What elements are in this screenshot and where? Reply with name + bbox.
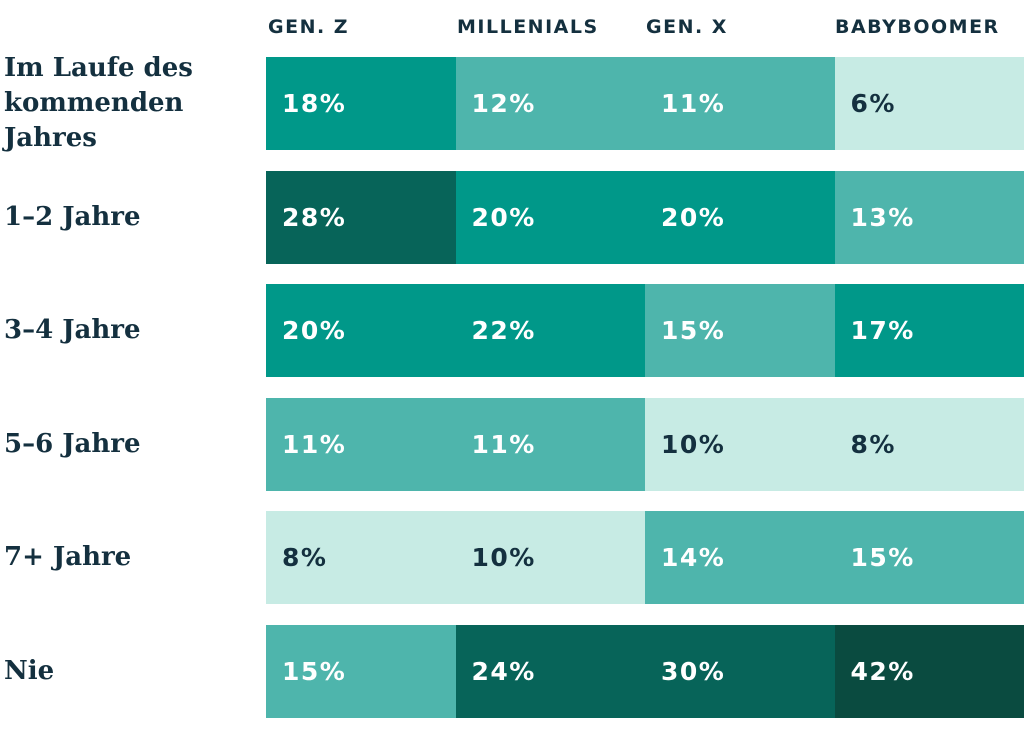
cell-value: 8% xyxy=(851,430,896,459)
heatmap-cell: 11% xyxy=(456,398,646,491)
heatmap-cell: 15% xyxy=(835,511,1024,604)
heatmap-cell: 20% xyxy=(645,171,835,264)
heatmap-cell: 12% xyxy=(456,57,646,150)
column-header-babyboomer: BABYBOOMER xyxy=(833,16,1022,40)
cell-value: 6% xyxy=(851,89,896,118)
heatmap-cell: 6% xyxy=(835,57,1024,150)
row-cells: 8% 10% 14% 15% xyxy=(266,511,1024,604)
cell-value: 20% xyxy=(472,203,536,232)
table-row: 1–2 Jahre 28% 20% 20% 13% xyxy=(0,171,1024,264)
cell-value: 15% xyxy=(282,657,346,686)
heatmap-cell: 15% xyxy=(645,284,835,377)
heatmap-cell: 30% xyxy=(645,625,835,718)
row-label: Nie xyxy=(0,625,266,718)
cell-value: 10% xyxy=(661,430,725,459)
cell-value: 14% xyxy=(661,543,725,572)
heatmap-cell: 11% xyxy=(645,57,835,150)
heatmap-rows: Im Laufe des kommenden Jahres 18% 12% 11… xyxy=(0,57,1024,718)
cell-value: 30% xyxy=(661,657,725,686)
heatmap-cell: 13% xyxy=(835,171,1024,264)
heatmap-cell: 18% xyxy=(266,57,456,150)
row-cells: 11% 11% 10% 8% xyxy=(266,398,1024,491)
cell-value: 15% xyxy=(661,316,725,345)
table-row: 5–6 Jahre 11% 11% 10% 8% xyxy=(0,398,1024,491)
table-row: Nie 15% 24% 30% 42% xyxy=(0,625,1024,718)
row-cells: 20% 22% 15% 17% xyxy=(266,284,1024,377)
heatmap-cell: 20% xyxy=(456,171,646,264)
row-cells: 15% 24% 30% 42% xyxy=(266,625,1024,718)
heatmap-cell: 42% xyxy=(835,625,1024,718)
heatmap-cell: 8% xyxy=(266,511,456,604)
cell-value: 22% xyxy=(472,316,536,345)
heatmap-cell: 11% xyxy=(266,398,456,491)
table-row: 3–4 Jahre 20% 22% 15% 17% xyxy=(0,284,1024,377)
cell-value: 18% xyxy=(282,89,346,118)
heatmap-cell: 14% xyxy=(645,511,835,604)
cell-value: 13% xyxy=(851,203,915,232)
heatmap-cell: 8% xyxy=(835,398,1024,491)
heatmap-cell: 22% xyxy=(456,284,646,377)
cell-value: 20% xyxy=(661,203,725,232)
table-row: Im Laufe des kommenden Jahres 18% 12% 11… xyxy=(0,57,1024,150)
row-cells: 18% 12% 11% 6% xyxy=(266,57,1024,150)
column-header-gen-z: GEN. Z xyxy=(266,16,455,40)
cell-value: 10% xyxy=(472,543,536,572)
row-label: 7+ Jahre xyxy=(0,511,266,604)
cell-value: 11% xyxy=(472,430,536,459)
heatmap-cell: 10% xyxy=(645,398,835,491)
table-row: 7+ Jahre 8% 10% 14% 15% xyxy=(0,511,1024,604)
cell-value: 20% xyxy=(282,316,346,345)
cell-value: 12% xyxy=(472,89,536,118)
cell-value: 28% xyxy=(282,203,346,232)
cell-value: 15% xyxy=(851,543,915,572)
row-label: 1–2 Jahre xyxy=(0,171,266,264)
heatmap-cell: 20% xyxy=(266,284,456,377)
row-label: 3–4 Jahre xyxy=(0,284,266,377)
heatmap-cell: 24% xyxy=(456,625,646,718)
cell-value: 17% xyxy=(851,316,915,345)
column-header-row: GEN. Z MILLENIALS GEN. X BABYBOOMER xyxy=(266,16,1022,40)
cell-value: 42% xyxy=(851,657,915,686)
cell-value: 11% xyxy=(282,430,346,459)
heatmap-cell: 28% xyxy=(266,171,456,264)
heatmap-cell: 17% xyxy=(835,284,1024,377)
heatmap-cell: 15% xyxy=(266,625,456,718)
column-header-millenials: MILLENIALS xyxy=(455,16,644,40)
cell-value: 8% xyxy=(282,543,327,572)
cell-value: 11% xyxy=(661,89,725,118)
row-label: 5–6 Jahre xyxy=(0,398,266,491)
cell-value: 24% xyxy=(472,657,536,686)
row-label: Im Laufe des kommenden Jahres xyxy=(0,57,266,150)
heatmap-cell: 10% xyxy=(456,511,646,604)
row-cells: 28% 20% 20% 13% xyxy=(266,171,1024,264)
column-header-gen-x: GEN. X xyxy=(644,16,833,40)
generation-heatmap-chart: GEN. Z MILLENIALS GEN. X BABYBOOMER Im L… xyxy=(0,16,1024,745)
